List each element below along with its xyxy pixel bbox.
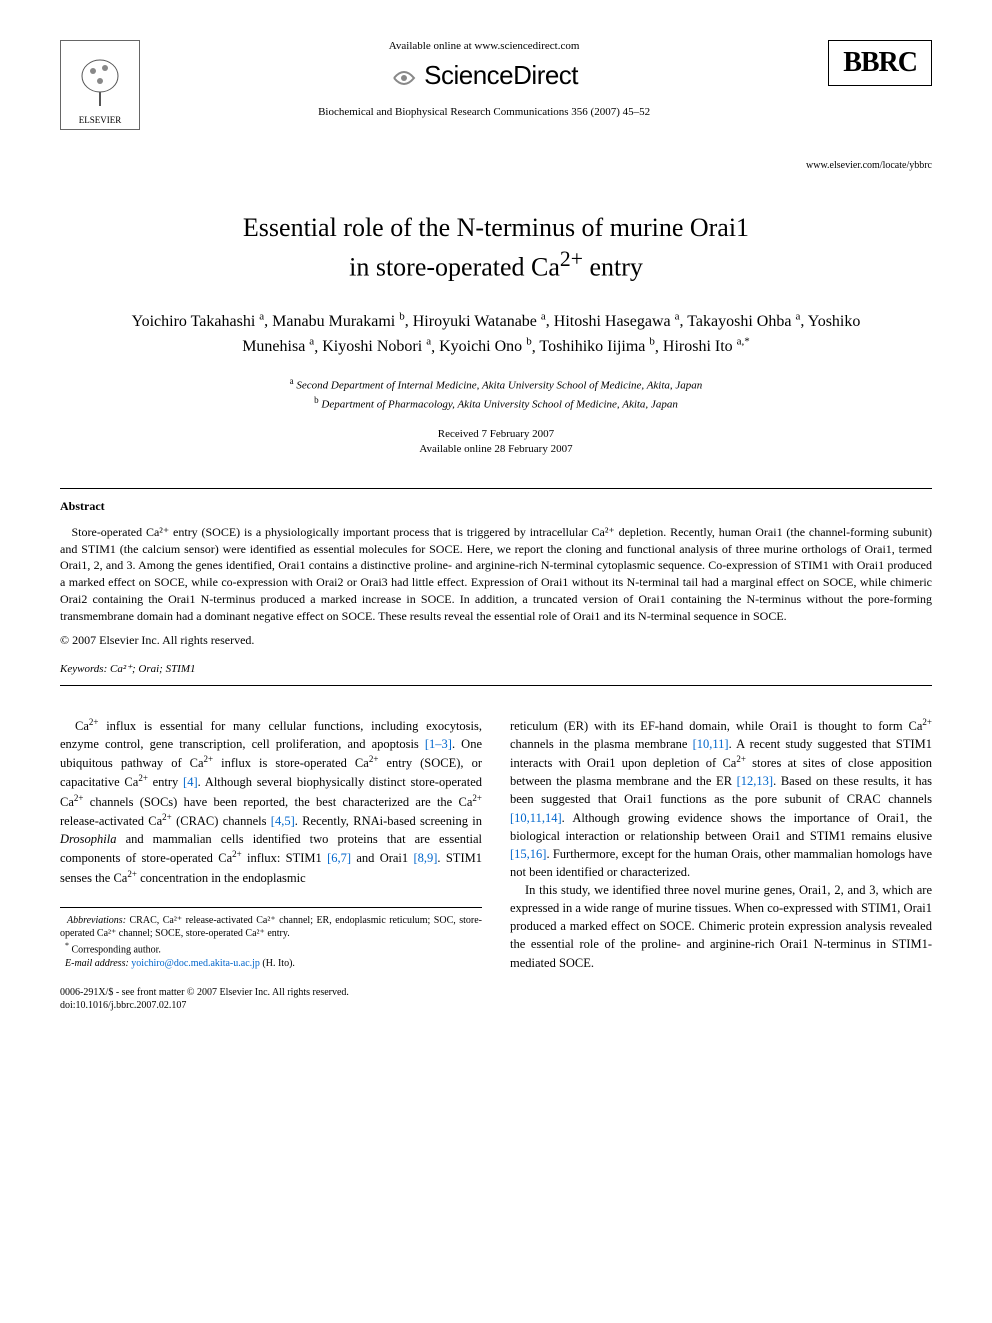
divider bbox=[60, 685, 932, 686]
email-link[interactable]: yoichiro@doc.med.akita-u.ac.jp bbox=[129, 958, 260, 969]
header-row: ELSEVIER Available online at www.science… bbox=[60, 40, 932, 130]
citation-link[interactable]: [12,13] bbox=[737, 774, 773, 788]
citation-link[interactable]: [4] bbox=[183, 775, 198, 789]
footer: 0006-291X/$ - see front matter © 2007 El… bbox=[60, 986, 932, 1012]
author: Yoichiro Takahashi a bbox=[132, 313, 265, 330]
citation-link[interactable]: [10,11,14] bbox=[510, 811, 562, 825]
header-center: Available online at www.sciencedirect.co… bbox=[140, 40, 828, 118]
authors-list: Yoichiro Takahashi a, Manabu Murakami b,… bbox=[100, 308, 892, 359]
citation-link[interactable]: [4,5] bbox=[271, 814, 295, 828]
author: Hiroyuki Watanabe a bbox=[413, 313, 546, 330]
citation-link[interactable]: [8,9] bbox=[413, 851, 437, 865]
copyright: © 2007 Elsevier Inc. All rights reserved… bbox=[60, 633, 932, 648]
body-columns: Ca2+ influx is essential for many cellul… bbox=[60, 716, 932, 972]
citation-link[interactable]: [15,16] bbox=[510, 847, 546, 861]
footnotes: Abbreviations: CRAC, Ca²⁺ release-activa… bbox=[60, 907, 482, 970]
bbrc-logo: BBRC bbox=[828, 40, 932, 86]
affiliations: a Second Department of Internal Medicine… bbox=[60, 375, 932, 413]
article-dates: Received 7 February 2007 Available onlin… bbox=[60, 427, 932, 458]
author: Hiroshi Ito a,* bbox=[663, 338, 750, 355]
divider bbox=[60, 488, 932, 489]
journal-citation: Biochemical and Biophysical Research Com… bbox=[140, 106, 828, 118]
available-online-text: Available online at www.sciencedirect.co… bbox=[140, 40, 828, 52]
sciencedirect-logo: ScienceDirect bbox=[140, 60, 828, 92]
elsevier-tree-icon bbox=[75, 56, 125, 111]
body-paragraph: reticulum (ER) with its EF-hand domain, … bbox=[510, 716, 932, 881]
abbreviations-note: Abbreviations: CRAC, Ca²⁺ release-activa… bbox=[60, 914, 482, 941]
author: Hitoshi Hasegawa a bbox=[554, 313, 680, 330]
citation-link[interactable]: [10,11] bbox=[693, 737, 729, 751]
author: Kiyoshi Nobori a bbox=[322, 338, 431, 355]
author: Toshihiko Iijima b bbox=[539, 338, 654, 355]
citation-link[interactable]: [6,7] bbox=[327, 851, 351, 865]
author: Manabu Murakami b bbox=[272, 313, 405, 330]
article-title: Essential role of the N-terminus of muri… bbox=[120, 211, 872, 284]
elsevier-logo: ELSEVIER bbox=[60, 40, 140, 130]
sd-swoosh-icon bbox=[390, 64, 418, 92]
author: Takayoshi Ohba a bbox=[687, 313, 800, 330]
right-column: reticulum (ER) with its EF-hand domain, … bbox=[510, 716, 932, 972]
keywords: Keywords: Ca²⁺; Orai; STIM1 bbox=[60, 662, 932, 675]
email-note: E-mail address: yoichiro@doc.med.akita-u… bbox=[60, 957, 482, 971]
abstract-heading: Abstract bbox=[60, 499, 932, 514]
citation-link[interactable]: [1–3] bbox=[425, 737, 452, 751]
body-paragraph: In this study, we identified three novel… bbox=[510, 881, 932, 972]
locate-url[interactable]: www.elsevier.com/locate/ybbrc bbox=[60, 160, 932, 171]
corresponding-note: * Corresponding author. bbox=[60, 941, 482, 957]
left-column: Ca2+ influx is essential for many cellul… bbox=[60, 716, 482, 972]
elsevier-label: ELSEVIER bbox=[79, 115, 122, 125]
body-paragraph: Ca2+ influx is essential for many cellul… bbox=[60, 716, 482, 887]
header-right: BBRC bbox=[828, 40, 932, 86]
abstract-text: Store-operated Ca²⁺ entry (SOCE) is a ph… bbox=[60, 524, 932, 625]
author: Kyoichi Ono b bbox=[439, 338, 532, 355]
